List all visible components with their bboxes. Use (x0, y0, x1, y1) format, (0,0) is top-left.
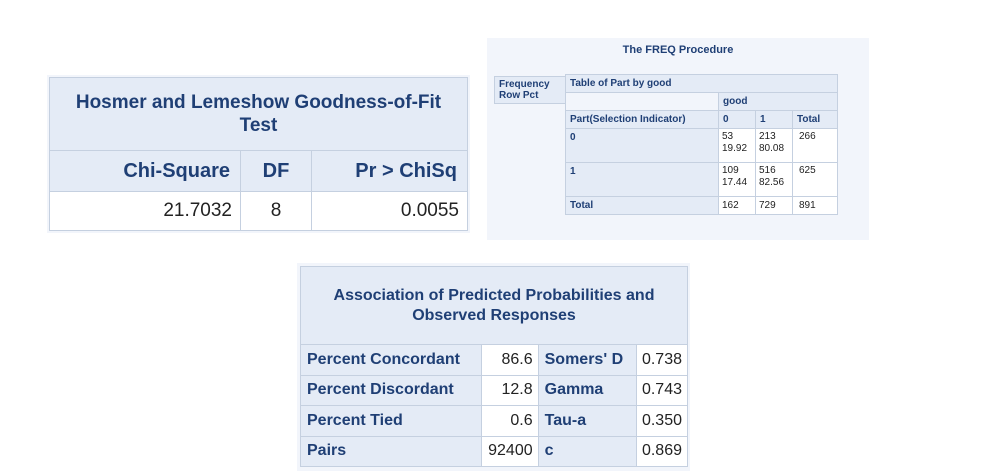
assoc-value-discordant: 12.8 (480, 374, 539, 407)
assoc-stat-tau-a: Tau-a (537, 405, 637, 437)
row-total-0: 266 (792, 128, 838, 163)
cell-freq: 109 (722, 165, 739, 176)
pr-chisq-header: Pr > ChiSq (311, 150, 468, 192)
cell-0-0: 53 19.92 (718, 128, 756, 163)
assoc-stat-value-tau-a: 0.350 (635, 405, 689, 437)
cell-freq: 516 (759, 165, 776, 176)
grand-total: 891 (792, 196, 838, 215)
col-var-header: good (718, 92, 838, 111)
total-row-label: Total (565, 196, 719, 215)
table-row: Percent Concordant 86.6 Somers' D 0.738 (300, 344, 689, 376)
assoc-label-discordant: Percent Discordant (300, 374, 482, 407)
total-col-0: 162 (718, 196, 756, 215)
table-row: 1 109 17.44 516 82.56 625 (565, 162, 838, 197)
assoc-stat-value-c: 0.869 (635, 435, 689, 468)
hosmer-lemeshow-table: Hosmer and Lemeshow Goodness-of-Fit Test… (49, 77, 468, 231)
hosmer-lemeshow-panel: Hosmer and Lemeshow Goodness-of-Fit Test… (47, 75, 470, 233)
col-header-1: 1 (755, 110, 793, 129)
assoc-value-pairs: 92400 (480, 435, 539, 468)
df-value: 8 (240, 191, 312, 231)
assoc-label-concordant: Percent Concordant (300, 344, 482, 376)
row-var-header: Part(Selection Indicator) (565, 110, 719, 129)
crosstab-corner (565, 92, 719, 111)
association-table: Association of Predicted Probabilities a… (300, 265, 689, 468)
cell-0-1: 213 80.08 (755, 128, 793, 163)
total-col-1: 729 (755, 196, 793, 215)
table-row: 0 53 19.92 213 80.08 266 (565, 128, 838, 163)
cell-freq: 213 (759, 131, 776, 142)
chi-square-value: 21.7032 (49, 191, 241, 231)
table-row: Pairs 92400 c 0.869 (300, 435, 689, 468)
association-panel: Association of Predicted Probabilities a… (297, 263, 690, 471)
freq-legend: Frequency Row Pct (494, 76, 568, 104)
cell-pct: 19.92 (722, 143, 748, 154)
table-row: Percent Discordant 12.8 Gamma 0.743 (300, 374, 689, 407)
assoc-label-pairs: Pairs (300, 435, 482, 468)
crosstab-title: Table of Part by good (565, 74, 838, 93)
row-total-1: 625 (792, 162, 838, 197)
assoc-stat-somers: Somers' D (537, 344, 637, 376)
assoc-label-tied: Percent Tied (300, 405, 482, 437)
freq-procedure-title: The FREQ Procedure (622, 44, 734, 56)
part-by-good-table: Table of Part by good good Part(Selectio… (565, 74, 838, 215)
assoc-value-tied: 0.6 (480, 405, 539, 437)
legend-frequency: Frequency Row Pct (494, 76, 568, 104)
association-title: Association of Predicted Probabilities a… (300, 265, 688, 346)
legend-frequency-label: Frequency (499, 79, 550, 90)
assoc-stat-gamma: Gamma (537, 374, 637, 407)
hosmer-lemeshow-title: Hosmer and Lemeshow Goodness-of-Fit Test (49, 77, 468, 151)
assoc-stat-value-gamma: 0.743 (635, 374, 689, 407)
cell-pct: 80.08 (759, 143, 785, 154)
df-header: DF (240, 150, 312, 192)
col-header-0: 0 (718, 110, 756, 129)
row-label-1: 1 (565, 162, 719, 197)
table-row: Percent Tied 0.6 Tau-a 0.350 (300, 405, 689, 437)
row-label-0: 0 (565, 128, 719, 163)
assoc-stat-value-somers: 0.738 (635, 344, 689, 376)
pr-chisq-value: 0.0055 (311, 191, 468, 231)
col-header-total: Total (792, 110, 838, 129)
cell-1-1: 516 82.56 (755, 162, 793, 197)
chi-square-header: Chi-Square (49, 150, 241, 192)
assoc-value-concordant: 86.6 (480, 344, 539, 376)
legend-row-pct-label: Row Pct (499, 90, 539, 101)
cell-pct: 17.44 (722, 177, 748, 188)
table-row: Total 162 729 891 (565, 196, 838, 215)
cell-pct: 82.56 (759, 177, 785, 188)
cell-1-0: 109 17.44 (718, 162, 756, 197)
assoc-stat-c: c (537, 435, 637, 468)
cell-freq: 53 (722, 131, 734, 142)
